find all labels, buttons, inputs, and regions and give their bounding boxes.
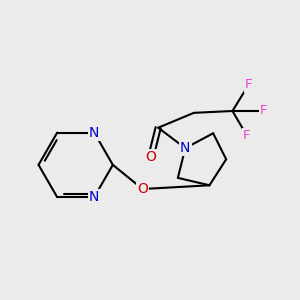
Text: F: F: [245, 79, 252, 92]
Text: N: N: [89, 126, 100, 140]
Text: N: N: [89, 190, 100, 204]
Text: O: O: [137, 182, 148, 196]
Text: F: F: [243, 129, 250, 142]
Text: O: O: [145, 150, 156, 164]
Text: N: N: [180, 141, 190, 155]
Text: F: F: [260, 104, 267, 118]
